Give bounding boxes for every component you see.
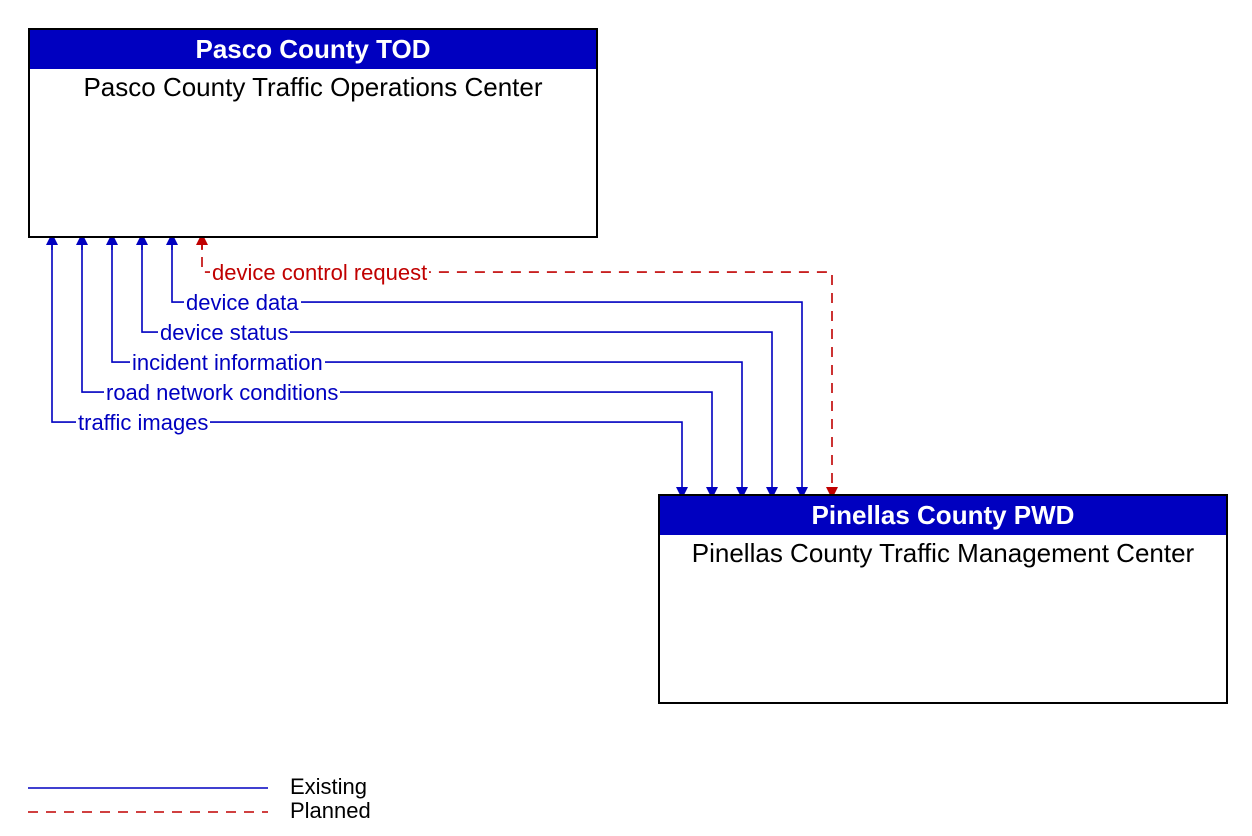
flow-label: incident information — [130, 350, 325, 376]
node-pasco-toc: Pasco County TOD Pasco County Traffic Op… — [28, 28, 598, 238]
flow-label: device status — [158, 320, 290, 346]
flow-label: road network conditions — [104, 380, 340, 406]
node-header: Pinellas County PWD — [660, 496, 1226, 535]
node-body: Pinellas County Traffic Management Cente… — [660, 535, 1226, 573]
diagram-canvas: Pasco County TOD Pasco County Traffic Op… — [0, 0, 1252, 836]
legend-label: Existing — [290, 774, 367, 800]
legend-label: Planned — [290, 798, 371, 824]
node-body: Pasco County Traffic Operations Center — [30, 69, 596, 107]
node-pinellas-tmc: Pinellas County PWD Pinellas County Traf… — [658, 494, 1228, 704]
node-header: Pasco County TOD — [30, 30, 596, 69]
flow-label: traffic images — [76, 410, 210, 436]
flow-label: device control request — [210, 260, 429, 286]
flow-label: device data — [184, 290, 301, 316]
